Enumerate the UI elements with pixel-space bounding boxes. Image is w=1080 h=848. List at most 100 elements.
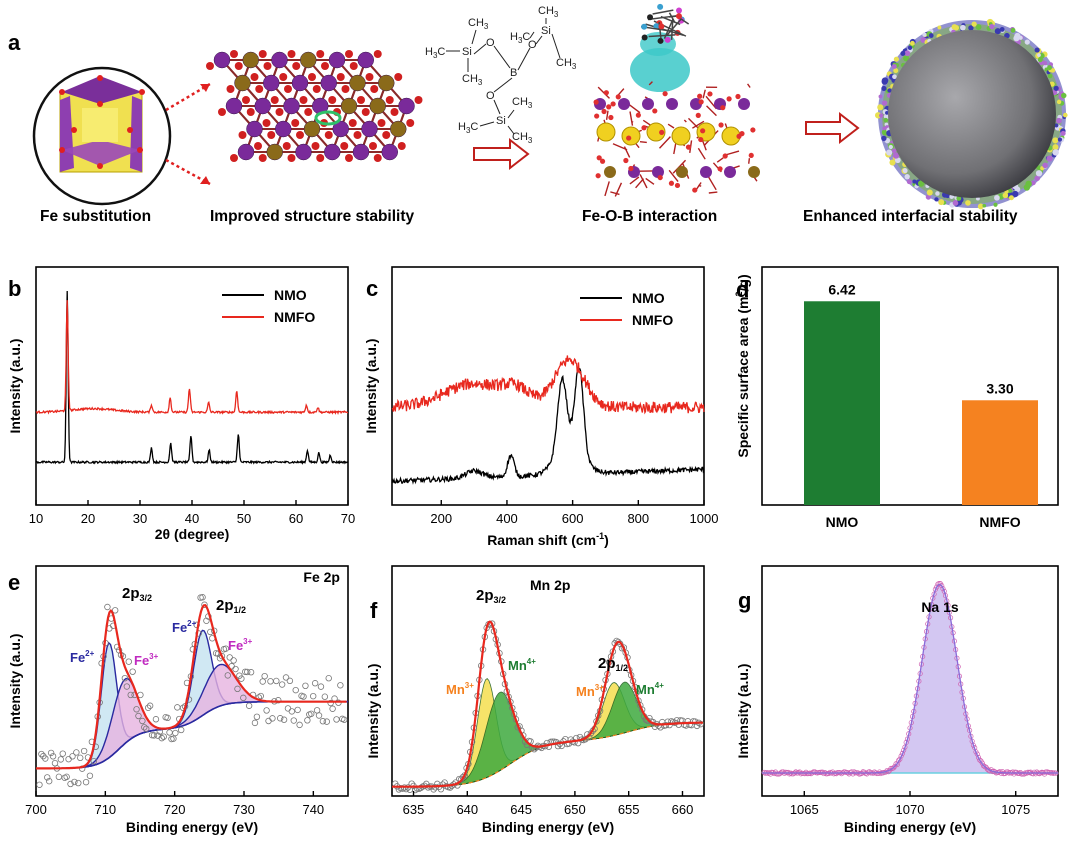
xps-data-point [327,699,334,707]
xps-data-point [160,733,167,740]
svg-text:H3C: H3C [458,121,478,135]
xps-data-point [697,720,704,728]
legend-label-b-0: NMO [274,287,307,303]
xps-data-point [802,771,808,777]
x-tick-label-g: 1075 [1001,802,1030,817]
panel-a-graphics: CH3 H3C Si O CH3 B O Si H3C CH3 CH3 O Si… [32,3,1068,210]
xps-data-point [538,744,545,752]
chart-f-frame [391,565,705,797]
xps-data-point [315,712,323,719]
x-tick-label-c: 400 [496,511,518,526]
series-nmfo-line [35,300,348,415]
xps-data-point [1034,769,1040,775]
xps-data-point [940,586,946,592]
xps-data-point [1036,771,1042,777]
arrow-1 [473,137,530,171]
svg-text:CH3: CH3 [538,5,559,19]
chart-g-ylabel: Intensity (a.u.) [735,664,751,759]
svg-text:H3C: H3C [510,31,530,45]
x-tick-label-c: 1000 [690,511,719,526]
fe-o-b-illustration [593,3,760,197]
chart-d-frame [761,266,1059,506]
xps-data-point [278,681,286,688]
caption-fe-o-b: Fe-O-B interaction [582,208,718,225]
label-fe2-right: Fe2+ [172,619,197,635]
xps-data-point [793,769,799,775]
chart-g-title: Na 1s [921,599,959,615]
bar-label-nmo: 6.42 [828,281,855,297]
xps-data-point [251,719,259,727]
svg-text:CH3: CH3 [556,57,577,71]
xps-data-point [44,774,51,781]
legend-label-b-1: NMFO [274,309,315,325]
fe-envelope-line [36,604,347,770]
xps-data-point [104,603,111,611]
xps-data-point [51,759,59,767]
label-2p32: 2p3/2 [122,585,152,603]
x-tick-label-b: 20 [81,511,95,526]
xps-data-point [152,716,160,723]
series-nmo-line [35,290,349,465]
xps-data-point [304,717,311,724]
xps-data-point [833,771,839,777]
xps-data-point [1027,769,1034,775]
xps-data-point [177,726,185,734]
x-tick-label-b: 40 [185,511,199,526]
xps-data-point [282,674,290,681]
x-tick-label-b: 70 [341,511,355,526]
x-tick-label-f: 655 [618,802,640,817]
caption-enhanced-interfacial: Enhanced interfacial stability [803,208,1018,225]
fit-fill-mn4-3-2 [391,691,705,788]
xps-data-point [199,594,206,601]
xps-data-point [141,724,148,731]
svg-text:CH3: CH3 [512,131,533,145]
chart-e-frame [35,565,349,797]
x-tick-label-g: 1070 [896,802,925,817]
bar-nmo [804,301,880,505]
xps-data-point [201,601,208,608]
fe-substitution-illustration [32,66,172,206]
x-tick-label-e: 730 [233,802,255,817]
xps-data-point [55,773,63,781]
bar-label-nmfo: 3.30 [986,380,1013,396]
xps-data-point [981,763,987,769]
xps-data-point [63,773,70,781]
svg-text:H3C: H3C [425,46,445,60]
xps-data-point [164,714,171,722]
x-tick-label-f: 635 [403,802,425,817]
na-fit-fill [762,584,1058,773]
x-tick-label-f: 660 [672,802,694,817]
x-tick-label-b: 10 [29,511,43,526]
coated-particle-illustration [874,18,1068,210]
xps-data-point [851,769,857,775]
xps-data-point [230,657,237,664]
panel-d-letter: d [736,277,749,302]
xps-data-point [135,712,142,720]
xps-data-point [247,669,255,676]
legend-label-c-1: NMFO [632,312,673,328]
xps-data-point [897,756,903,762]
xps-data-point [261,672,268,680]
chart-b-ylabel: Intensity (a.u.) [7,339,23,434]
xps-data-point [939,582,945,589]
xps-data-point [143,725,150,732]
xps-data-point [57,756,65,763]
xps-data-point [80,747,88,755]
xps-data-point [309,692,317,700]
fit-fill-fe3-1-2 [36,664,348,769]
xps-data-point [172,729,179,737]
xps-data-point [977,757,983,763]
caption-fe-substitution: Fe substitution [40,208,152,225]
x-tick-label-c: 800 [627,511,649,526]
xps-data-point [786,771,793,777]
chart-f-ylabel: Intensity (a.u.) [365,664,381,759]
x-tick-label-e: 740 [302,802,324,817]
series-nmfo-raman-line [391,355,705,415]
xps-data-point [290,717,297,724]
svg-text:Si: Si [496,115,506,127]
x-tick-label-g: 1065 [790,802,819,817]
xps-data-point [975,754,982,761]
panel-b-letter: b [8,276,21,301]
xps-data-point [67,780,74,788]
panel-f-letter: f [370,598,378,623]
